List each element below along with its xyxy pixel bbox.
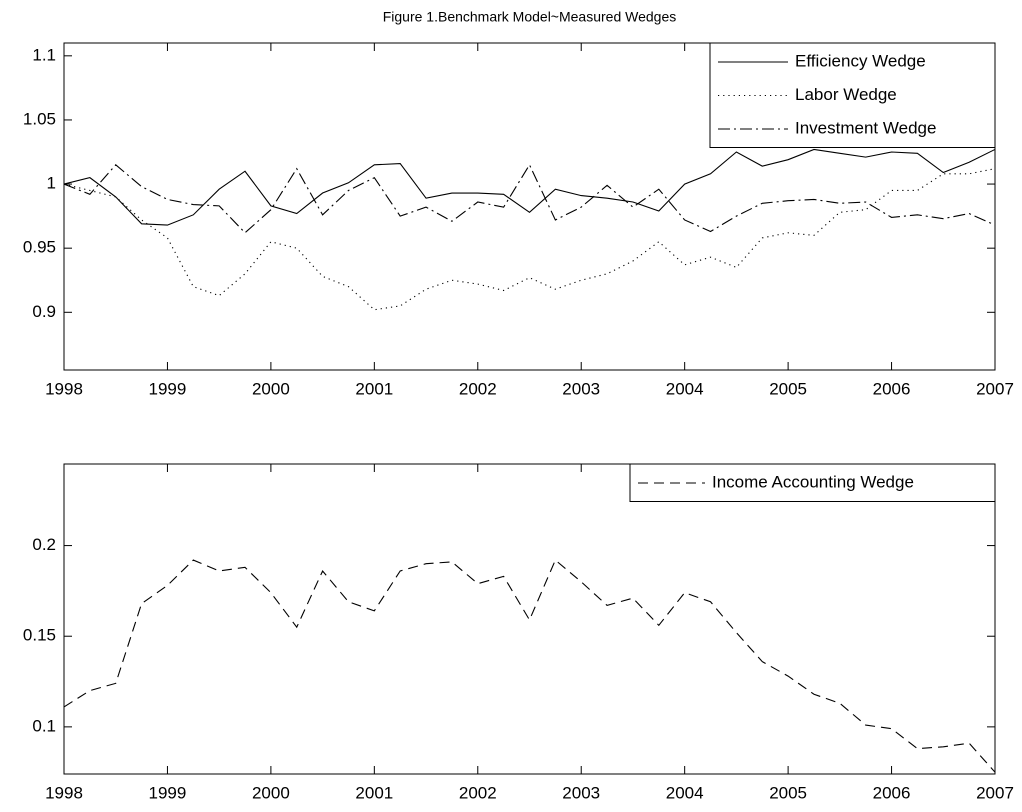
legend-label: Efficiency Wedge — [795, 51, 926, 70]
x-tick-label: 2006 — [873, 379, 911, 398]
chart-title: Figure 1.Benchmark Model~Measured Wedges — [383, 9, 677, 25]
y-tick-label: 0.2 — [32, 535, 56, 554]
x-tick-label: 2003 — [562, 379, 600, 398]
x-tick-label: 1998 — [45, 379, 83, 398]
y-tick-label: 1 — [47, 174, 56, 193]
x-tick-label: 2005 — [769, 783, 807, 802]
x-tick-label: 2000 — [252, 379, 290, 398]
x-tick-label: 2001 — [355, 379, 393, 398]
series-line — [63, 148, 996, 226]
y-tick-label: 0.1 — [32, 716, 56, 735]
plot-frame — [63, 42, 996, 371]
y-tick-label: 1.05 — [23, 109, 56, 128]
x-tick-label: 2001 — [355, 783, 393, 802]
x-tick-label: 2000 — [252, 783, 290, 802]
x-tick-label: 1999 — [149, 783, 187, 802]
x-tick-label: 2002 — [459, 379, 497, 398]
y-tick-label: 0.9 — [32, 302, 56, 321]
x-tick-label: 2004 — [666, 379, 704, 398]
legend-box — [709, 42, 996, 148]
x-tick-label: 2005 — [769, 379, 807, 398]
x-tick-label: 2003 — [562, 783, 600, 802]
y-tick-label: 0.95 — [23, 238, 56, 257]
x-tick-label: 1999 — [149, 379, 187, 398]
plot-frame — [63, 463, 996, 775]
x-tick-label: 2006 — [873, 783, 911, 802]
x-tick-label: 1998 — [45, 783, 83, 802]
x-tick-label: 2004 — [666, 783, 704, 802]
legend-label: Income Accounting Wedge — [712, 472, 914, 491]
legend-label: Labor Wedge — [795, 85, 897, 104]
x-tick-label: 2002 — [459, 783, 497, 802]
y-tick-label: 0.15 — [23, 626, 56, 645]
series-line — [63, 163, 996, 234]
x-tick-label: 2007 — [976, 783, 1014, 802]
y-tick-label: 1.1 — [32, 45, 56, 64]
legend-label: Investment Wedge — [795, 118, 936, 137]
x-tick-label: 2007 — [976, 379, 1014, 398]
